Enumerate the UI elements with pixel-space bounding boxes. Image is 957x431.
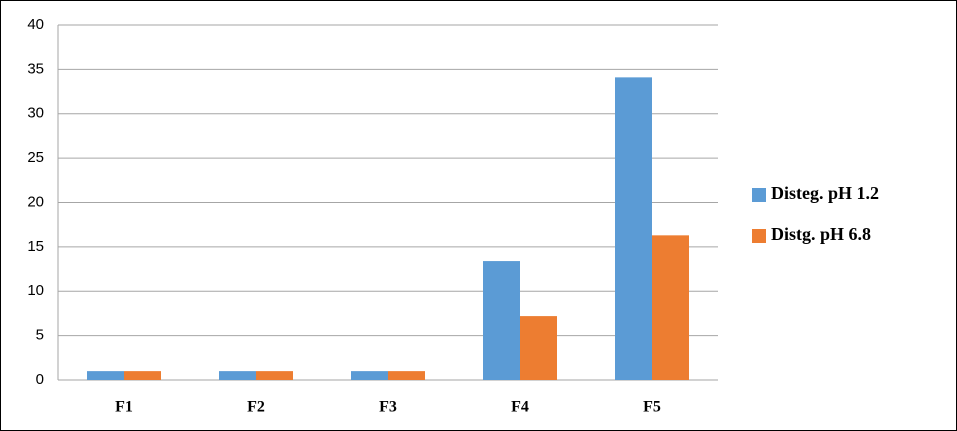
- legend-swatch: [752, 229, 766, 243]
- y-tick-label: 10: [27, 282, 44, 299]
- bar: [388, 371, 425, 380]
- x-tick-label: F2: [247, 399, 265, 416]
- legend-label: Disteg. pH 1.2: [771, 183, 879, 203]
- y-tick-label: 5: [36, 327, 44, 344]
- bar: [256, 371, 293, 380]
- y-tick-label: 15: [27, 238, 44, 255]
- bar: [351, 371, 388, 380]
- legend-label: Distg. pH 6.8: [771, 224, 871, 244]
- y-tick-label: 35: [27, 60, 44, 77]
- bar: [520, 316, 557, 380]
- x-tick-label: F4: [511, 399, 529, 416]
- x-tick-label: F3: [379, 399, 397, 416]
- bar: [87, 371, 124, 380]
- bar: [219, 371, 256, 380]
- bar: [652, 235, 689, 380]
- bar: [483, 261, 520, 380]
- x-tick-label: F5: [643, 399, 661, 416]
- y-tick-label: 20: [27, 193, 44, 210]
- y-tick-label: 30: [27, 105, 44, 122]
- y-tick-label: 40: [27, 16, 44, 33]
- y-tick-label: 0: [36, 371, 44, 388]
- y-tick-label: 25: [27, 149, 44, 166]
- bar: [615, 77, 652, 381]
- legend-swatch: [752, 188, 766, 202]
- x-tick-label: F1: [115, 399, 133, 416]
- bar: [124, 371, 161, 380]
